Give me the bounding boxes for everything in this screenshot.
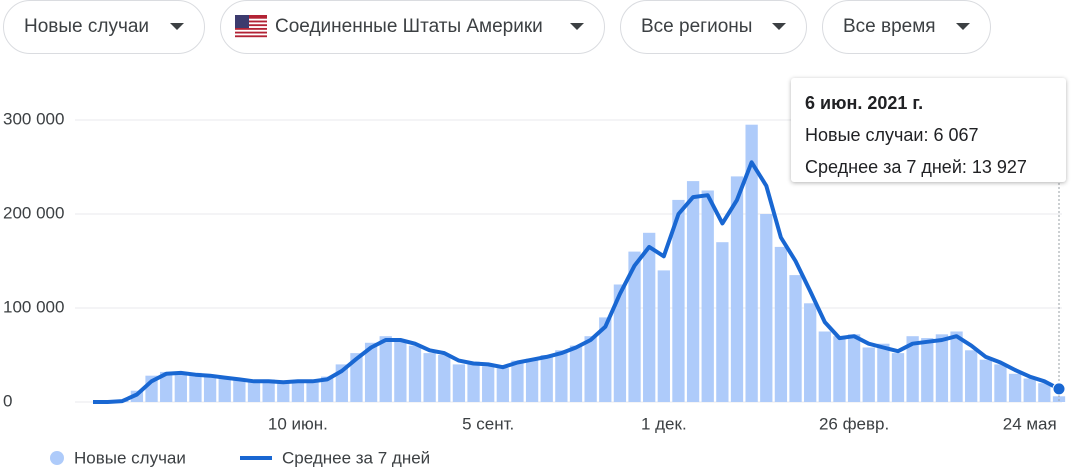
bar: [935, 334, 949, 402]
dropdown-label: Новые случаи: [24, 16, 150, 37]
bar: [364, 342, 378, 402]
bar: [555, 350, 568, 402]
bar: [584, 336, 597, 402]
bar: [745, 124, 758, 402]
caret: [570, 23, 584, 30]
dropdown-label: Соединенные Штаты Америки: [275, 16, 543, 37]
bar: [423, 353, 436, 402]
bar: [408, 345, 422, 402]
bar: [804, 303, 817, 402]
legend-label: Среднее за 7 дней: [282, 448, 430, 467]
tooltip-row: Среднее за 7 дней: 13 927: [805, 157, 1027, 177]
dropdown-label: Все регионы: [641, 16, 753, 37]
bar: [291, 380, 305, 402]
line: [93, 160, 1060, 404]
bar: [233, 380, 246, 402]
bar: [760, 214, 773, 402]
bar: [979, 359, 992, 402]
bar: [262, 379, 275, 402]
legend-label: Новые случаи: [74, 448, 186, 467]
x-tick-label: 10 июн.: [268, 414, 328, 433]
bar: [438, 355, 451, 402]
bar: [218, 378, 231, 402]
bar: [511, 360, 524, 402]
caret: [772, 23, 786, 30]
tooltip: 6 июн. 2021 г. Новые случаи: 6 067 Средн…: [791, 78, 1066, 182]
bar: [569, 345, 583, 402]
bar: [394, 341, 407, 402]
bar: [891, 353, 905, 402]
bar: [160, 371, 173, 402]
bar: [174, 373, 187, 402]
metric-dropdown[interactable]: Новые случаи: [3, 0, 205, 54]
x-tick-label: 1 дек.: [641, 414, 687, 433]
region-dropdown[interactable]: Все регионы: [620, 0, 807, 54]
bar: [921, 338, 934, 402]
bar: [599, 317, 612, 402]
bar: [818, 331, 831, 402]
y-tick-label: 300 000: [3, 109, 64, 128]
x-tick-label: 5 сент.: [462, 414, 514, 433]
bar: [350, 353, 363, 402]
country-dropdown[interactable]: Соединенные Штаты Америки: [220, 0, 605, 54]
tooltip-row: Новые случаи: 6 067: [805, 125, 979, 145]
bar: [628, 251, 641, 402]
period-dropdown[interactable]: Все время: [822, 0, 991, 54]
bar: [877, 343, 890, 402]
y-tick-label: 100 000: [3, 297, 64, 316]
bar: [189, 372, 202, 402]
tooltip-title: 6 июн. 2021 г.: [805, 93, 924, 113]
y-tick-label: 200 000: [3, 203, 64, 222]
bar: [774, 246, 788, 402]
x-tick-label: 26 февр.: [819, 414, 889, 433]
dropdown-label: Все время: [843, 16, 936, 37]
hover-point: [1052, 382, 1066, 396]
y-tick-label: 0: [3, 391, 12, 410]
bar: [686, 181, 700, 402]
bar: [833, 336, 846, 402]
x-tick-label: 24 мая: [1003, 414, 1057, 433]
bar: [379, 336, 392, 402]
bar: [643, 232, 656, 402]
bar: [247, 382, 261, 402]
bar: [657, 270, 670, 402]
bar: [452, 364, 466, 402]
bar: [716, 242, 729, 402]
bar: [672, 199, 685, 402]
caret: [170, 23, 184, 30]
bar: [965, 350, 978, 402]
bar: [467, 361, 480, 402]
flag-icon: [235, 15, 267, 39]
bar: [994, 364, 1007, 402]
bar: [862, 347, 875, 402]
bar: [613, 284, 627, 402]
bar: [1023, 378, 1036, 402]
legend-swatch: [50, 451, 64, 465]
bar: [321, 376, 334, 402]
bar: [203, 376, 217, 402]
bar: [1008, 373, 1022, 402]
bar: [525, 358, 539, 402]
bar: [730, 176, 744, 402]
bar: [540, 355, 553, 402]
bar: [306, 382, 319, 402]
bar: [789, 275, 802, 402]
caret: [956, 23, 970, 30]
bar: [277, 383, 290, 402]
bar: [847, 334, 861, 402]
bar: [906, 336, 919, 402]
bar: [496, 368, 509, 402]
bar: [701, 190, 714, 402]
bar: [482, 366, 495, 402]
bar: [1038, 383, 1051, 402]
bar: [950, 331, 963, 402]
